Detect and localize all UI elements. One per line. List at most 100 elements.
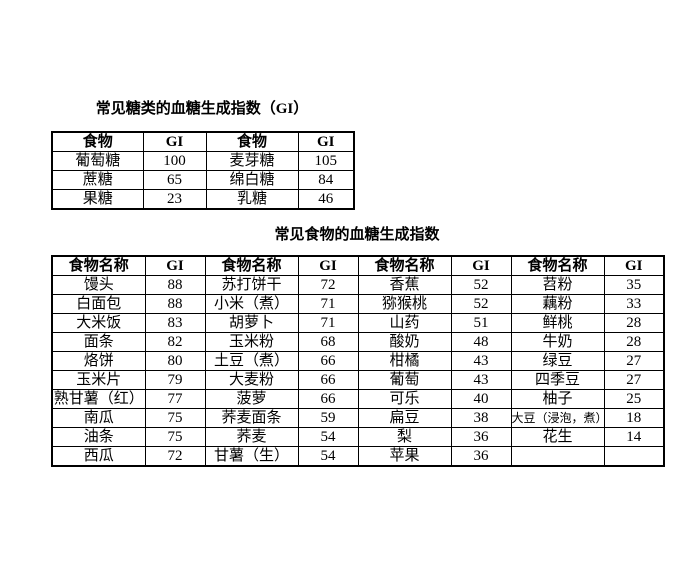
food-name-cell: 猕猴桃 xyxy=(357,294,452,314)
food-name-cell: 玉米粉 xyxy=(204,332,299,352)
gi-value-cell: 28 xyxy=(603,313,665,333)
column-header-gi: GI xyxy=(450,255,512,276)
gi-value-cell: 28 xyxy=(603,332,665,352)
gi-value-cell: 18 xyxy=(603,408,665,428)
gi-value-cell: 75 xyxy=(144,408,206,428)
table-row: 馒头 88 苏打饼干 72 香蕉 52 苕粉 35 xyxy=(51,275,665,295)
gi-value-cell: 84 xyxy=(297,170,355,190)
food-name-cell: 藕粉 xyxy=(510,294,605,314)
gi-value-cell: 79 xyxy=(144,370,206,390)
gi-value-cell: 88 xyxy=(144,275,206,295)
food-name-cell: 柚子 xyxy=(510,389,605,409)
gi-value-cell: 43 xyxy=(450,370,512,390)
gi-value-cell: 66 xyxy=(297,389,359,409)
food-name-cell: 鲜桃 xyxy=(510,313,605,333)
gi-value-cell: 71 xyxy=(297,313,359,333)
food-name-cell: 馒头 xyxy=(51,275,146,295)
gi-value-cell: 52 xyxy=(450,275,512,295)
gi-value-cell: 82 xyxy=(144,332,206,352)
gi-value-cell: 51 xyxy=(450,313,512,333)
gi-value-cell xyxy=(603,446,665,467)
gi-value-cell: 27 xyxy=(603,351,665,371)
food-name-cell: 山药 xyxy=(357,313,452,333)
food-gi-table: 食物名称 GI 食物名称 GI 食物名称 GI 食物名称 GI 馒头 88 苏打饼干… xyxy=(51,255,665,467)
food-name-cell: 苹果 xyxy=(357,446,452,467)
food-name-cell: 白面包 xyxy=(51,294,146,314)
column-header-food: 食物 xyxy=(51,131,144,152)
table-row: 南瓜 75 荞麦面条 59 扁豆 38 大豆（浸泡，煮） 18 xyxy=(51,408,665,428)
food-name-cell: 大米饭 xyxy=(51,313,146,333)
gi-value-cell: 88 xyxy=(144,294,206,314)
column-header-gi: GI xyxy=(142,131,207,152)
food-name-cell: 烙饼 xyxy=(51,351,146,371)
table-row: 果糖 23 乳糖 46 xyxy=(51,189,355,210)
food-name-cell: 荞麦面条 xyxy=(204,408,299,428)
table-row: 油条 75 荞麦 54 梨 36 花生 14 xyxy=(51,427,665,447)
table-row: 白面包 88 小米（煮） 71 猕猴桃 52 藕粉 33 xyxy=(51,294,665,314)
food-name-cell: 小米（煮） xyxy=(204,294,299,314)
gi-value-cell: 36 xyxy=(450,427,512,447)
food-name-cell: 绵白糖 xyxy=(205,170,299,190)
food-name-cell: 酸奶 xyxy=(357,332,452,352)
food-name-cell: 牛奶 xyxy=(510,332,605,352)
food-name-cell: 荞麦 xyxy=(204,427,299,447)
food-name-cell: 梨 xyxy=(357,427,452,447)
gi-value-cell: 40 xyxy=(450,389,512,409)
food-name-cell: 熟甘薯（红） xyxy=(51,389,146,409)
table-row: 烙饼 80 土豆（煮） 66 柑橘 43 绿豆 27 xyxy=(51,351,665,371)
gi-value-cell: 23 xyxy=(142,189,207,210)
gi-value-cell: 66 xyxy=(297,351,359,371)
column-header-food-name: 食物名称 xyxy=(357,255,452,276)
table-header-row: 食物名称 GI 食物名称 GI 食物名称 GI 食物名称 GI xyxy=(51,255,665,276)
food-name-cell xyxy=(510,446,605,467)
column-header-food-name: 食物名称 xyxy=(510,255,605,276)
table-row: 葡萄糖 100 麦芽糖 105 xyxy=(51,151,355,171)
food-name-cell: 苕粉 xyxy=(510,275,605,295)
sugar-gi-table: 食物 GI 食物 GI 葡萄糖 100 麦芽糖 105 蔗糖 65 绵白糖 84 果糖 23 乳糖 4… xyxy=(51,131,355,210)
sugar-table-body: 葡萄糖 100 麦芽糖 105 蔗糖 65 绵白糖 84 果糖 23 乳糖 46 xyxy=(51,151,355,210)
gi-value-cell: 83 xyxy=(144,313,206,333)
food-name-cell: 花生 xyxy=(510,427,605,447)
gi-value-cell: 66 xyxy=(297,370,359,390)
food-name-cell: 菠萝 xyxy=(204,389,299,409)
gi-value-cell: 105 xyxy=(297,151,355,171)
column-header-food-name: 食物名称 xyxy=(51,255,146,276)
food-name-cell: 乳糖 xyxy=(205,189,299,210)
gi-value-cell: 25 xyxy=(603,389,665,409)
gi-value-cell: 52 xyxy=(450,294,512,314)
food-name-cell: 麦芽糖 xyxy=(205,151,299,171)
gi-value-cell: 75 xyxy=(144,427,206,447)
food-name-cell: 西瓜 xyxy=(51,446,146,467)
gi-value-cell: 36 xyxy=(450,446,512,467)
food-name-cell: 柑橘 xyxy=(357,351,452,371)
food-name-cell: 大豆（浸泡，煮） xyxy=(510,408,605,428)
food-table-title: 常见食物的血糖生成指数 xyxy=(274,227,440,243)
food-name-cell: 可乐 xyxy=(357,389,452,409)
gi-value-cell: 43 xyxy=(450,351,512,371)
gi-value-cell: 35 xyxy=(603,275,665,295)
gi-value-cell: 72 xyxy=(144,446,206,467)
food-table-body: 馒头 88 苏打饼干 72 香蕉 52 苕粉 35 白面包 88 小米（煮） 71 猕猴桃 52 藕粉 33 大… xyxy=(51,275,665,467)
gi-value-cell: 27 xyxy=(603,370,665,390)
food-name-cell: 香蕉 xyxy=(357,275,452,295)
food-name-cell: 大麦粉 xyxy=(204,370,299,390)
gi-value-cell: 38 xyxy=(450,408,512,428)
food-name-cell: 土豆（煮） xyxy=(204,351,299,371)
column-header-food: 食物 xyxy=(205,131,299,152)
food-name-cell: 蔗糖 xyxy=(51,170,144,190)
table-header-row: 食物 GI 食物 GI xyxy=(51,131,355,152)
gi-value-cell: 14 xyxy=(603,427,665,447)
table-row: 面条 82 玉米粉 68 酸奶 48 牛奶 28 xyxy=(51,332,665,352)
sugar-table-title: 常见糖类的血糖生成指数（GI） xyxy=(95,101,309,117)
gi-value-cell: 65 xyxy=(142,170,207,190)
food-name-cell: 苏打饼干 xyxy=(204,275,299,295)
table-row: 大米饭 83 胡萝卜 71 山药 51 鲜桃 28 xyxy=(51,313,665,333)
food-name-cell: 绿豆 xyxy=(510,351,605,371)
food-name-cell: 葡萄糖 xyxy=(51,151,144,171)
food-name-cell: 果糖 xyxy=(51,189,144,210)
food-name-cell: 油条 xyxy=(51,427,146,447)
food-name-cell: 面条 xyxy=(51,332,146,352)
gi-value-cell: 33 xyxy=(603,294,665,314)
table-row: 西瓜 72 甘薯（生） 54 苹果 36 xyxy=(51,446,665,467)
table-row: 熟甘薯（红） 77 菠萝 66 可乐 40 柚子 25 xyxy=(51,389,665,409)
